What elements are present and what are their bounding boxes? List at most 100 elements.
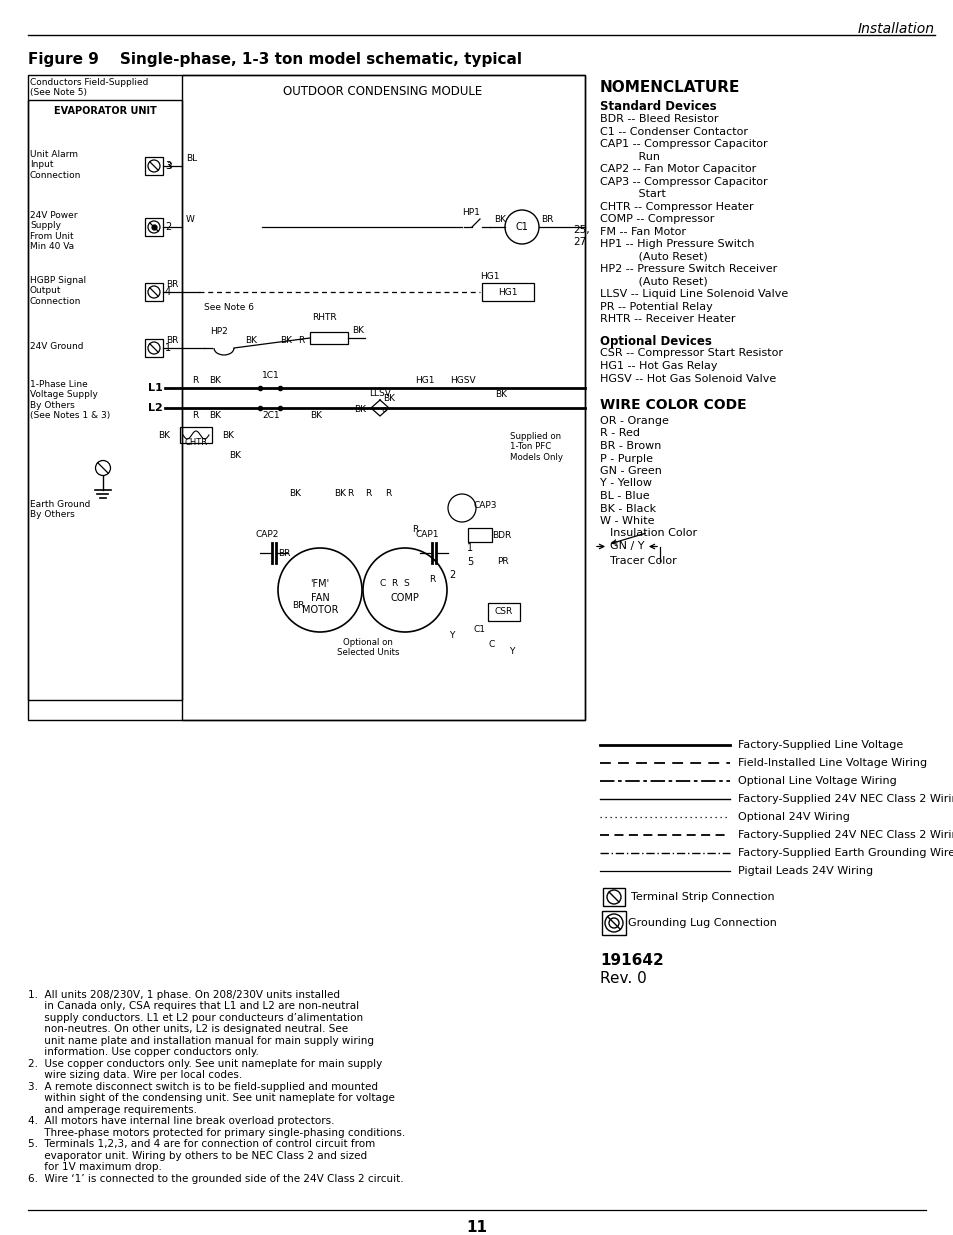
Text: RHTR -- Receiver Heater: RHTR -- Receiver Heater — [599, 314, 735, 324]
Bar — [488, 603, 519, 621]
Text: Supplied on
1-Ton PFC
Models Only: Supplied on 1-Ton PFC Models Only — [510, 432, 562, 462]
Text: 24V Power
Supply
From Unit
Min 40 Va: 24V Power Supply From Unit Min 40 Va — [30, 211, 77, 251]
Text: information. Use copper conductors only.: information. Use copper conductors only. — [28, 1047, 258, 1057]
Bar — [145, 157, 163, 175]
Text: 1.  All units 208/230V, 1 phase. On 208/230V units installed: 1. All units 208/230V, 1 phase. On 208/2… — [28, 990, 339, 1000]
Text: Factory-Supplied Line Voltage: Factory-Supplied Line Voltage — [738, 740, 902, 750]
Text: R: R — [297, 336, 304, 345]
Text: R: R — [384, 489, 391, 498]
Text: HGSV -- Hot Gas Solenoid Valve: HGSV -- Hot Gas Solenoid Valve — [599, 373, 776, 384]
Bar — [310, 332, 348, 345]
Text: Earth Ground
By Others: Earth Ground By Others — [30, 500, 91, 520]
Text: 1: 1 — [165, 343, 171, 353]
Text: HP1 -- High Pressure Switch: HP1 -- High Pressure Switch — [599, 240, 754, 249]
Text: 24V Ground: 24V Ground — [30, 342, 84, 351]
Text: BK: BK — [289, 489, 301, 498]
Bar — [481, 283, 534, 301]
Text: Tracer Color: Tracer Color — [609, 556, 676, 566]
Text: BK: BK — [209, 411, 221, 420]
Text: 5.  Terminals 1,2,3, and 4 are for connection of control circuit from: 5. Terminals 1,2,3, and 4 are for connec… — [28, 1140, 375, 1150]
Text: R: R — [412, 526, 417, 535]
Text: CSR: CSR — [495, 608, 513, 616]
Text: CHTR -- Compressor Heater: CHTR -- Compressor Heater — [599, 201, 753, 211]
Text: C  R  S: C R S — [379, 579, 410, 589]
Text: 1C1: 1C1 — [262, 370, 279, 380]
Text: BR - Brown: BR - Brown — [599, 441, 660, 451]
Text: 1-Phase Line
Voltage Supply
By Others
(See Notes 1 & 3): 1-Phase Line Voltage Supply By Others (S… — [30, 380, 111, 420]
Bar — [601, 911, 625, 935]
Text: BR: BR — [166, 336, 178, 345]
Text: R: R — [347, 489, 353, 498]
Text: P - Purple: P - Purple — [599, 453, 652, 463]
Text: BK: BK — [352, 326, 364, 335]
Text: Optional 24V Wiring: Optional 24V Wiring — [738, 811, 849, 823]
Text: BK: BK — [229, 451, 241, 459]
Text: CAP2: CAP2 — [255, 530, 278, 538]
Text: wire sizing data. Wire per local codes.: wire sizing data. Wire per local codes. — [28, 1071, 242, 1081]
Text: evaporator unit. Wiring by others to be NEC Class 2 and sized: evaporator unit. Wiring by others to be … — [28, 1151, 367, 1161]
Text: BK: BK — [209, 375, 221, 385]
Text: C1: C1 — [474, 625, 485, 635]
Text: EVAPORATOR UNIT: EVAPORATOR UNIT — [53, 106, 156, 116]
Text: CHTR: CHTR — [184, 438, 208, 447]
Text: OUTDOOR CONDENSING MODULE: OUTDOOR CONDENSING MODULE — [283, 85, 482, 98]
Text: in Canada only, CSA requires that L1 and L2 are non-neutral: in Canada only, CSA requires that L1 and… — [28, 1002, 358, 1011]
Text: Field-Installed Line Voltage Wiring: Field-Installed Line Voltage Wiring — [738, 758, 926, 768]
Text: BK: BK — [382, 394, 395, 403]
Text: CAP1 -- Compressor Capacitor: CAP1 -- Compressor Capacitor — [599, 140, 767, 149]
Text: 27: 27 — [573, 237, 586, 247]
Text: HG1: HG1 — [479, 272, 499, 282]
Text: within sight of the condensing unit. See unit nameplate for voltage: within sight of the condensing unit. See… — [28, 1093, 395, 1104]
Text: C1 -- Condenser Contactor: C1 -- Condenser Contactor — [599, 126, 747, 137]
Text: C1: C1 — [515, 222, 528, 232]
Text: HG1: HG1 — [415, 375, 434, 385]
Text: R: R — [192, 411, 198, 420]
Text: Start: Start — [599, 189, 665, 199]
Text: R: R — [429, 576, 435, 584]
Text: and amperage requirements.: and amperage requirements. — [28, 1105, 196, 1115]
Text: (Auto Reset): (Auto Reset) — [599, 277, 707, 287]
Text: R - Red: R - Red — [599, 429, 639, 438]
Text: FM -- Fan Motor: FM -- Fan Motor — [599, 226, 685, 236]
Text: supply conductors. L1 et L2 pour conducteurs d’alimentation: supply conductors. L1 et L2 pour conduct… — [28, 1013, 363, 1023]
Text: HP2: HP2 — [210, 327, 228, 336]
Text: LLSV: LLSV — [369, 389, 391, 398]
Text: BK - Black: BK - Black — [599, 504, 656, 514]
Text: Installation: Installation — [857, 22, 934, 36]
Text: BL - Blue: BL - Blue — [599, 492, 649, 501]
Text: See Note 6: See Note 6 — [204, 303, 253, 312]
Text: BDR: BDR — [492, 531, 511, 540]
Text: NOMENCLATURE: NOMENCLATURE — [599, 80, 740, 95]
Text: 4.  All motors have internal line break overload protectors.: 4. All motors have internal line break o… — [28, 1116, 335, 1126]
Text: BK: BK — [495, 390, 506, 399]
Text: PR -- Potential Relay: PR -- Potential Relay — [599, 301, 712, 311]
Text: 4: 4 — [165, 287, 171, 296]
Text: Rev. 0: Rev. 0 — [599, 971, 646, 986]
Text: GN / Y: GN / Y — [609, 541, 644, 552]
Text: o: o — [381, 405, 387, 415]
Text: RHTR: RHTR — [312, 312, 336, 322]
Text: BR: BR — [166, 280, 178, 289]
Bar — [28, 100, 182, 700]
Text: Optional on
Selected Units: Optional on Selected Units — [336, 638, 399, 657]
Text: L1: L1 — [148, 383, 163, 393]
Text: MOTOR: MOTOR — [301, 605, 338, 615]
Text: CAP3 -- Compressor Capacitor: CAP3 -- Compressor Capacitor — [599, 177, 767, 186]
Text: BDR -- Bleed Resistor: BDR -- Bleed Resistor — [599, 114, 718, 124]
Text: 1: 1 — [466, 543, 473, 553]
Text: Figure 9    Single-phase, 1-3 ton model schematic, typical: Figure 9 Single-phase, 1-3 ton model sch… — [28, 52, 521, 67]
Text: 2: 2 — [165, 222, 172, 232]
Text: (See Note 5): (See Note 5) — [30, 88, 87, 98]
Text: CAP1: CAP1 — [415, 530, 438, 538]
Bar — [28, 75, 584, 720]
Text: BK: BK — [158, 431, 170, 440]
Text: BR: BR — [540, 215, 553, 224]
Text: LLSV -- Liquid Line Solenoid Valve: LLSV -- Liquid Line Solenoid Valve — [599, 289, 787, 299]
Text: Factory-Supplied 24V NEC Class 2 Wiring: Factory-Supplied 24V NEC Class 2 Wiring — [738, 830, 953, 840]
Text: 3: 3 — [166, 162, 172, 170]
Text: Y: Y — [509, 647, 515, 657]
Text: WIRE COLOR CODE: WIRE COLOR CODE — [599, 398, 746, 412]
Text: Optional Devices: Optional Devices — [599, 335, 711, 347]
Text: 25,: 25, — [573, 225, 589, 235]
Text: 5: 5 — [466, 557, 473, 567]
